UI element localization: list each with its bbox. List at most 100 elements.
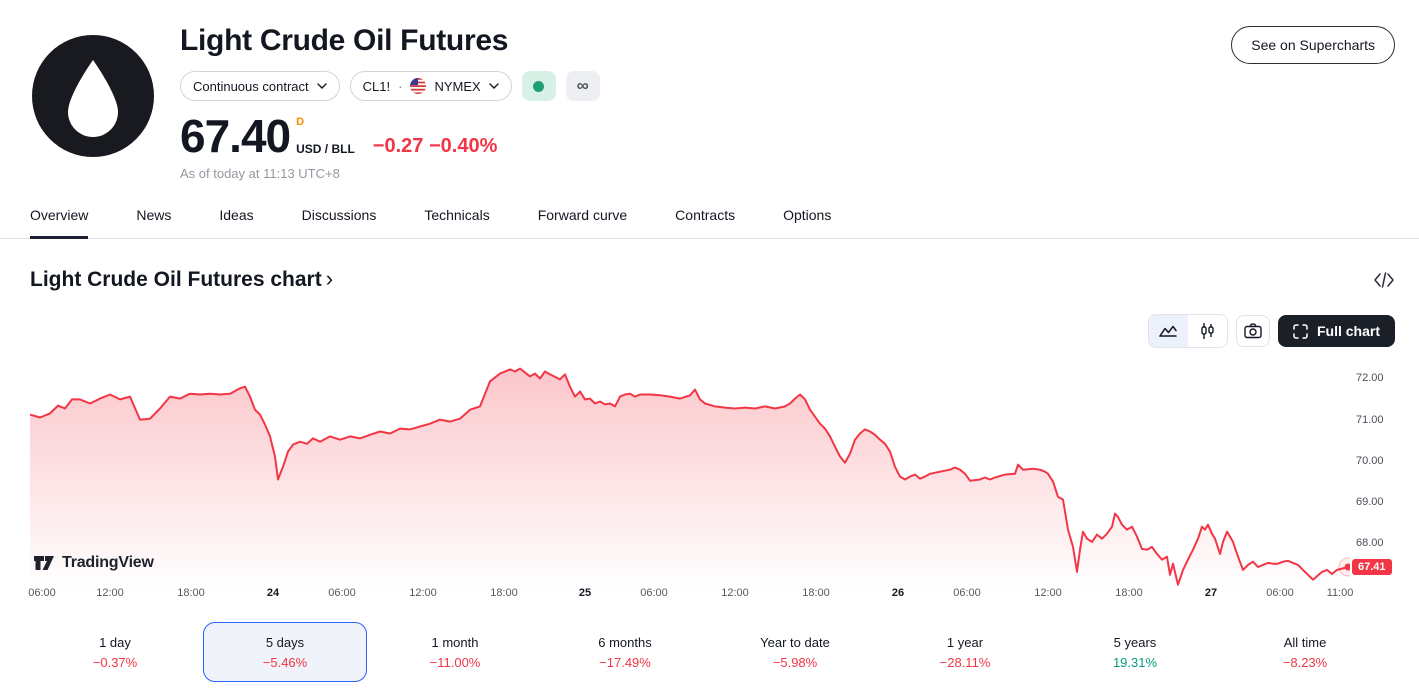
range-button-5-years[interactable]: 5 years 19.31% xyxy=(1053,622,1217,682)
last-price-badge: 67.41 xyxy=(1352,559,1392,575)
range-button-6-months[interactable]: 6 months −17.49% xyxy=(543,622,707,682)
x-axis-label: 12:00 xyxy=(96,587,124,599)
contract-settings-button[interactable]: ∞ xyxy=(565,71,600,101)
tradingview-watermark: TradingView xyxy=(33,553,154,573)
snapshot-button[interactable] xyxy=(1235,315,1270,347)
delayed-data-badge[interactable]: D xyxy=(296,116,305,128)
x-axis-label: 26 xyxy=(891,587,905,599)
range-button-all-time[interactable]: All time −8.23% xyxy=(1223,622,1387,682)
x-axis-label: 11:00 xyxy=(1326,587,1354,599)
range-cell: Year to date −5.98% xyxy=(710,622,880,682)
date-range-selector: 1 day −0.37% 5 days −5.46% 1 month −11.00% 6 m… xyxy=(30,622,1390,682)
range-cell: All time −8.23% xyxy=(1220,622,1390,682)
range-change-value: −28.11% xyxy=(939,654,991,670)
x-axis-label: 27 xyxy=(1204,587,1218,599)
area-chart-icon xyxy=(1159,325,1178,337)
contract-selector[interactable]: Continuous contract xyxy=(180,71,340,101)
contract-selector-label: Continuous contract xyxy=(193,78,309,94)
range-cell: 1 day −0.37% xyxy=(30,622,200,682)
chevron-right-icon: › xyxy=(325,266,334,291)
range-change-value: −8.23% xyxy=(1282,654,1328,670)
tab-discussions[interactable]: Discussions xyxy=(301,207,377,223)
tab-forward-curve[interactable]: Forward curve xyxy=(537,207,628,223)
area-chart-type-button[interactable] xyxy=(1148,315,1188,347)
x-axis-label: 18:00 xyxy=(177,587,205,599)
market-open-dot-icon xyxy=(533,80,545,92)
price-unit: USD / BLL xyxy=(296,142,355,156)
range-change-value: −17.49% xyxy=(599,654,651,670)
exchange-name: NYMEX xyxy=(434,78,481,94)
range-label: 1 month xyxy=(431,634,479,650)
x-axis-label: 12:00 xyxy=(1034,587,1062,599)
tab-contracts[interactable]: Contracts xyxy=(675,207,736,223)
range-label: 6 months xyxy=(598,634,652,650)
fullscreen-icon xyxy=(1293,323,1308,339)
symbol-logo xyxy=(30,33,156,159)
tradingview-logo-icon xyxy=(34,556,54,570)
price-axis[interactable]: 72.00 71.00 70.00 69.00 68.00 67.41 xyxy=(1348,360,1408,590)
chevron-down-icon xyxy=(316,83,327,89)
x-axis-label: 18:00 xyxy=(1115,587,1143,599)
tab-technicals[interactable]: Technicals xyxy=(424,207,490,223)
tab-ideas[interactable]: Ideas xyxy=(219,207,254,223)
symbol-controls: Continuous contract CL1! · xyxy=(180,71,600,101)
y-axis-label: 68.00 xyxy=(1356,536,1384,549)
range-cell: 1 year −28.11% xyxy=(880,622,1050,682)
range-label: Year to date xyxy=(760,634,830,650)
header: Light Crude Oil Futures Continuous contr… xyxy=(180,24,600,181)
price-line xyxy=(30,367,1349,586)
camera-icon xyxy=(1244,323,1262,339)
x-axis-label: 18:00 xyxy=(490,587,518,599)
range-button-year-to-date[interactable]: Year to date −5.98% xyxy=(713,622,877,682)
symbol-selector[interactable]: CL1! · NYMEX xyxy=(349,71,512,101)
range-label: 1 year xyxy=(946,634,984,650)
range-cell: 5 days −5.46% xyxy=(200,622,370,682)
range-change-value: −0.37% xyxy=(92,654,138,670)
x-axis-label: 06:00 xyxy=(28,587,56,599)
range-button-1-day[interactable]: 1 day −0.37% xyxy=(33,622,197,682)
x-axis-label: 06:00 xyxy=(640,587,668,599)
full-chart-label: Full chart xyxy=(1316,323,1380,339)
x-axis-label: 24 xyxy=(266,587,280,599)
market-status-button[interactable] xyxy=(521,71,556,101)
x-axis-label: 06:00 xyxy=(328,587,356,599)
page-tabs: Overview News Ideas Discussions Technicals Fo… xyxy=(0,197,1419,239)
range-button-1-month[interactable]: 1 month −11.00% xyxy=(373,622,537,682)
y-axis-label: 69.00 xyxy=(1356,495,1384,508)
area-chart-plot[interactable] xyxy=(30,360,1350,590)
watermark-text: TradingView xyxy=(62,554,154,571)
range-label: 1 day xyxy=(99,634,131,650)
embed-code-icon[interactable] xyxy=(1373,271,1395,289)
y-axis-label: 70.00 xyxy=(1356,454,1384,467)
see-on-supercharts-button[interactable]: See on Supercharts xyxy=(1231,26,1395,64)
x-axis-label: 12:00 xyxy=(721,587,749,599)
chart-section-header: Light Crude Oil Futures chart › xyxy=(30,266,1395,292)
x-axis-label: 12:00 xyxy=(409,587,437,599)
symbol-code: CL1! xyxy=(362,78,391,94)
x-axis-label: 18:00 xyxy=(802,587,830,599)
tab-news[interactable]: News xyxy=(136,207,172,223)
range-change-value: −11.00% xyxy=(429,654,481,670)
time-axis[interactable]: 06:00 12:00 18:00 24 06:00 12:00 18:00 25 06:00 1… xyxy=(28,587,1353,603)
x-axis-label: 06:00 xyxy=(953,587,981,599)
range-change-value: −5.98% xyxy=(772,654,818,670)
oil-drop-icon xyxy=(32,35,154,157)
candles-icon xyxy=(1201,323,1214,339)
price-block: 67.40 D USD / BLL −0.27 −0.40% xyxy=(180,113,600,159)
infinity-icon: ∞ xyxy=(576,76,589,95)
chart-section-title-link[interactable]: Light Crude Oil Futures chart › xyxy=(30,266,334,292)
range-button-1-year[interactable]: 1 year −28.11% xyxy=(883,622,1047,682)
range-button-5-days[interactable]: 5 days −5.46% xyxy=(203,622,367,682)
tab-overview[interactable]: Overview xyxy=(30,197,89,239)
chart-toolbar: Full chart xyxy=(1147,314,1395,348)
range-change-value: −5.46% xyxy=(262,654,308,670)
price-chart[interactable]: 72.00 71.00 70.00 69.00 68.00 67.41 06:00 12:0… xyxy=(0,360,1419,605)
candles-chart-type-button[interactable] xyxy=(1187,315,1227,347)
full-chart-button[interactable]: Full chart xyxy=(1277,315,1395,347)
y-axis-label: 71.00 xyxy=(1356,413,1384,426)
last-point-marker xyxy=(1344,563,1350,571)
tab-options[interactable]: Options xyxy=(783,207,832,223)
price-change: −0.27 −0.40% xyxy=(372,135,498,157)
chart-type-switcher xyxy=(1147,314,1228,348)
